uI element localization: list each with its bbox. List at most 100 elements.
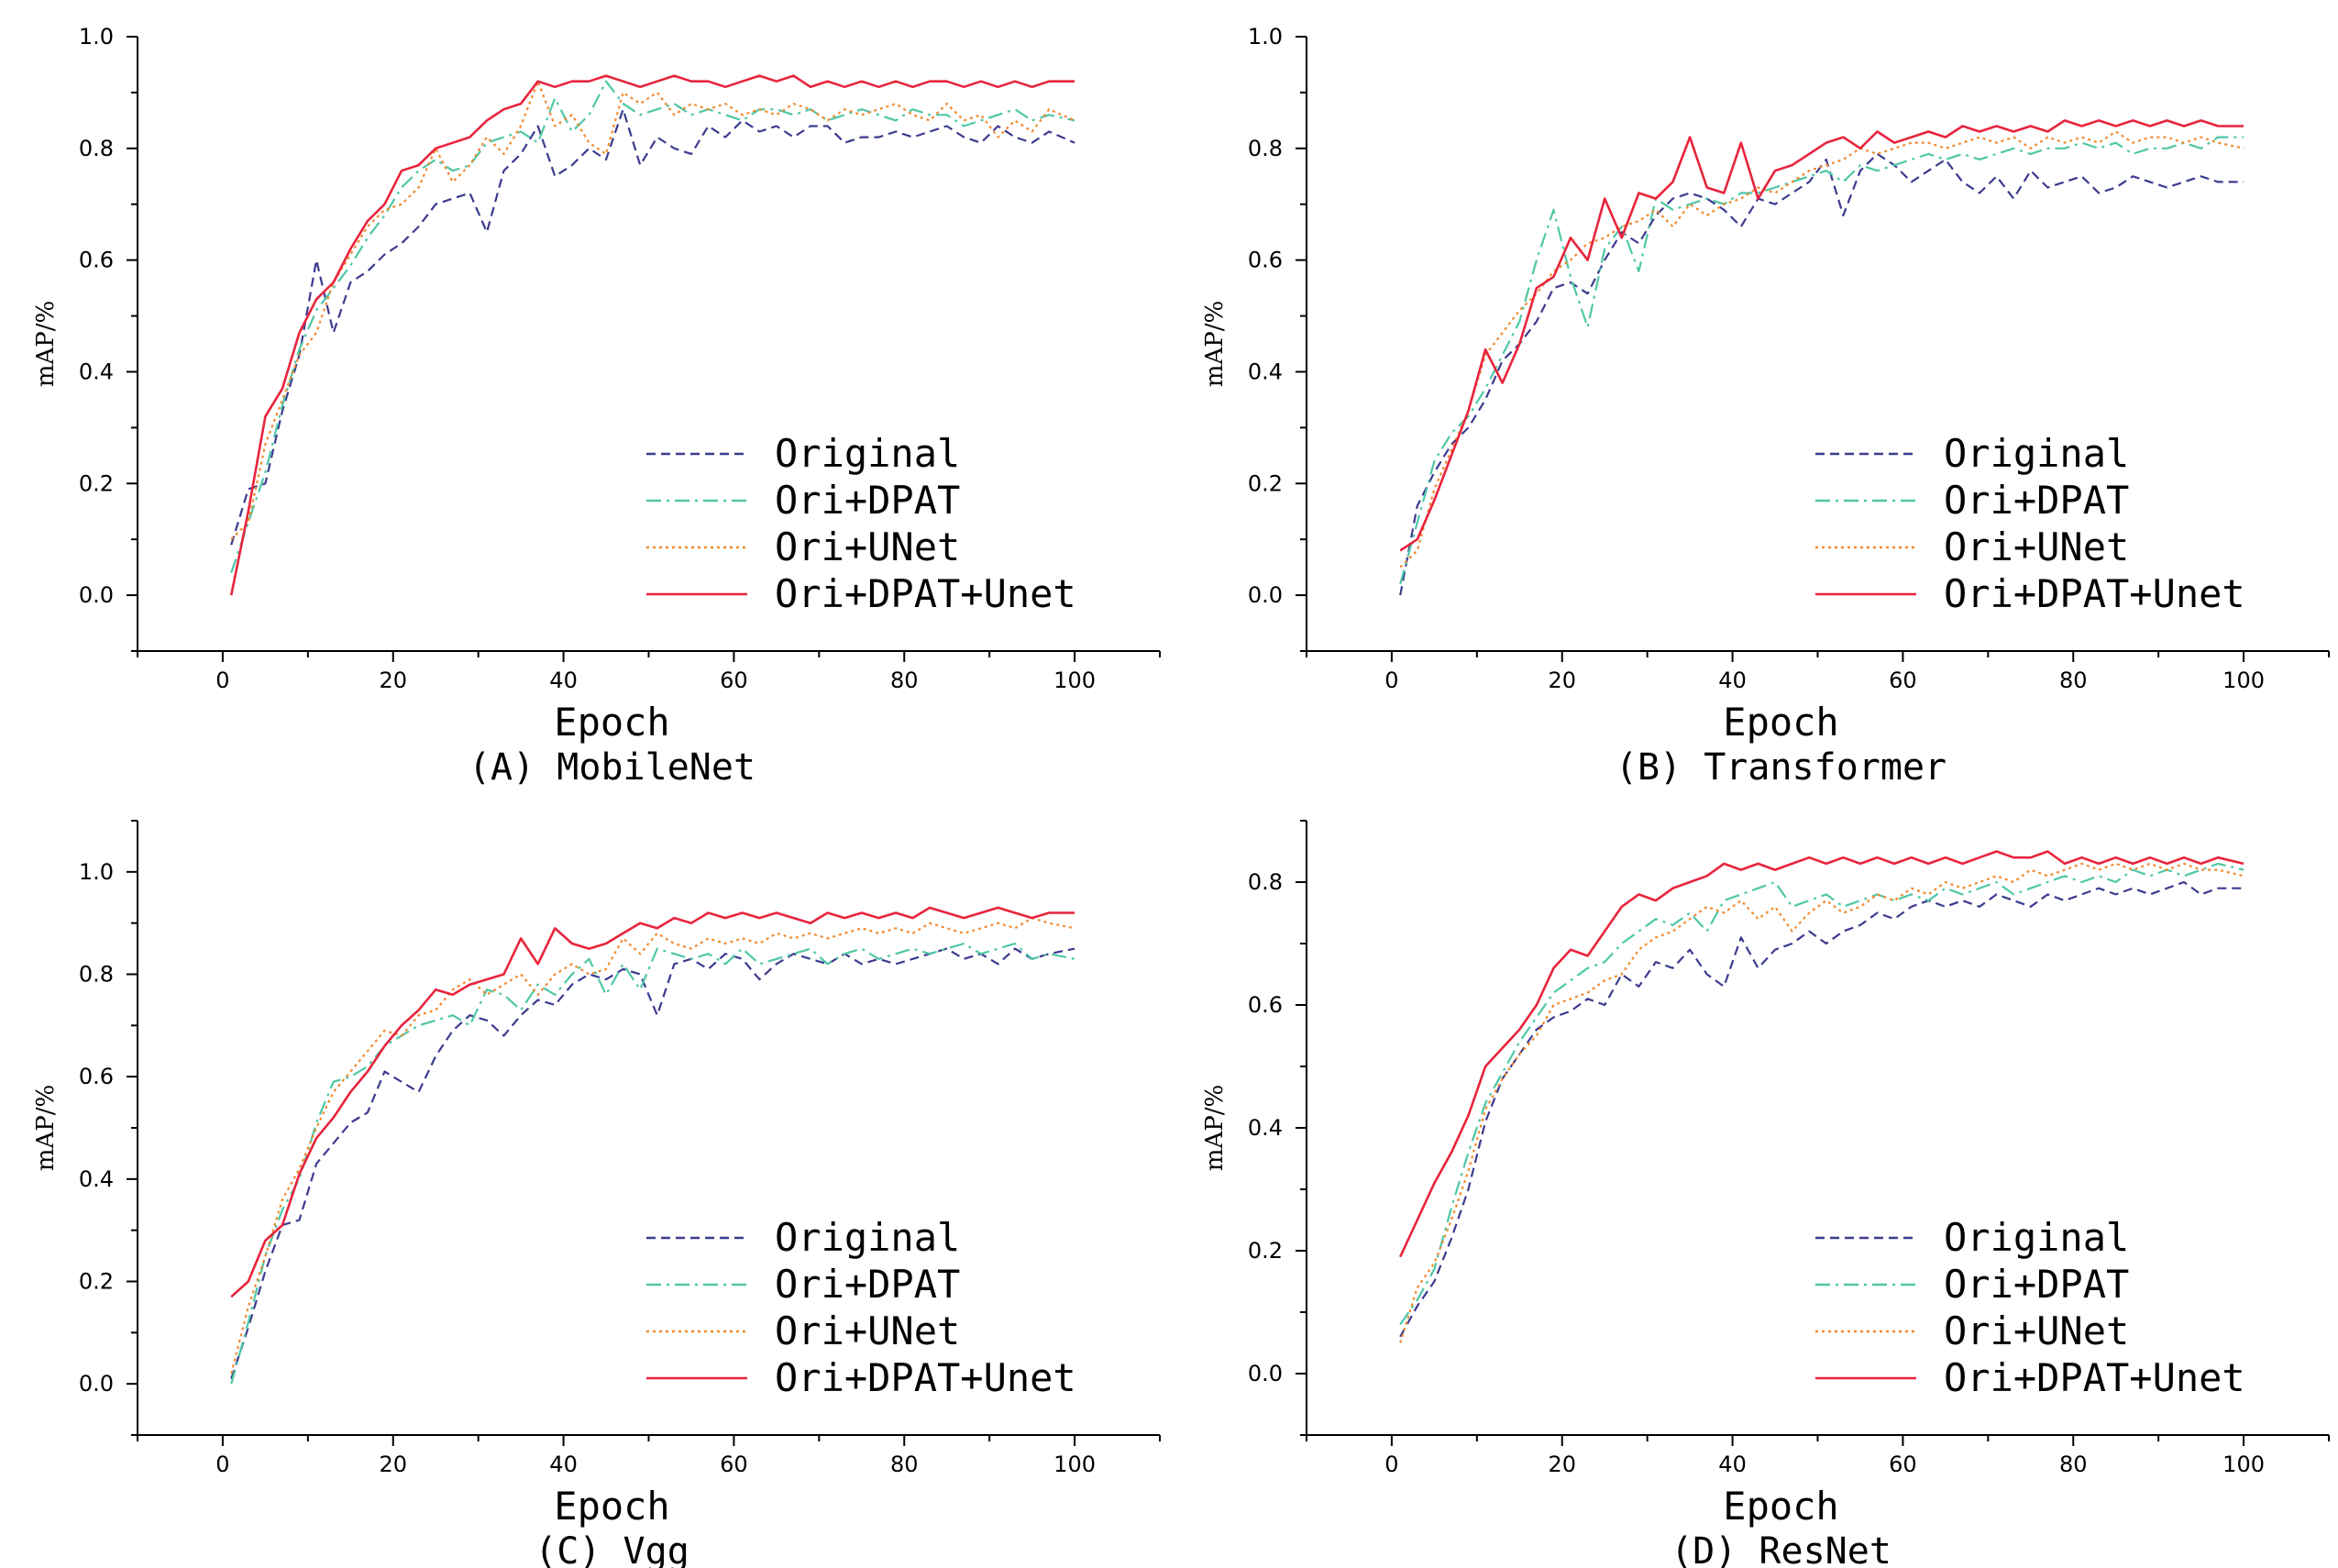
data-point [1995, 875, 1997, 877]
x-tick-label: 20 [1548, 668, 1576, 693]
data-point [1859, 164, 1861, 166]
data-point [690, 103, 692, 105]
data-point [639, 114, 641, 116]
data-point [2098, 142, 2100, 144]
data-point [2046, 893, 2048, 895]
data-point [1876, 911, 1878, 913]
data-point [1911, 888, 1913, 889]
data-point [742, 81, 744, 83]
data-point [2115, 142, 2117, 144]
data-point [1723, 192, 1725, 193]
data-point [435, 1009, 436, 1010]
data-point [895, 119, 897, 121]
data-point [877, 136, 879, 138]
data-point [844, 933, 845, 934]
data-point [349, 282, 351, 283]
data-point [248, 522, 249, 524]
data-point [2243, 148, 2244, 149]
data-point [571, 114, 573, 116]
data-point [1808, 175, 1810, 177]
series-line-ori-dpat [1399, 862, 2244, 1326]
data-point [537, 81, 539, 83]
data-point [2080, 893, 2082, 895]
data-point [1586, 998, 1588, 999]
data-point [690, 958, 692, 960]
data-point [520, 125, 522, 127]
data-point [2217, 136, 2219, 138]
data-point [707, 81, 709, 83]
data-point [1502, 359, 1504, 361]
data-point [1655, 215, 1657, 216]
data-point [1706, 973, 1708, 975]
data-point [1876, 856, 1878, 858]
y-tick-label: 0.6 [1248, 248, 1283, 273]
data-point [1536, 1034, 1538, 1036]
data-point [1808, 153, 1810, 155]
data-point [520, 1014, 522, 1016]
data-point [861, 947, 863, 949]
data-point [1604, 979, 1605, 981]
data-point [997, 963, 998, 965]
data-point [401, 242, 403, 244]
data-point [1961, 888, 1963, 889]
data-point [2046, 850, 2048, 852]
data-point [877, 933, 879, 934]
data-point [1450, 455, 1452, 457]
data-point [1774, 170, 1776, 171]
data-point [1740, 197, 1742, 199]
data-point [554, 175, 556, 177]
data-point [1945, 148, 1946, 149]
data-point [1757, 918, 1759, 920]
x-tick-label: 100 [2222, 668, 2265, 693]
data-point [537, 999, 539, 1000]
data-point [469, 136, 470, 138]
x-tick-label: 40 [549, 1452, 578, 1477]
data-point [1689, 949, 1691, 951]
data-point [1689, 881, 1691, 883]
data-point [2098, 119, 2100, 121]
data-point [1927, 893, 1929, 895]
data-point [1961, 125, 1963, 127]
data-point [401, 1034, 403, 1036]
data-point [707, 911, 709, 913]
data-point [2064, 875, 2066, 877]
data-point [2115, 186, 2117, 188]
data-point [2080, 856, 2082, 858]
data-point [2200, 136, 2201, 138]
data-point [1757, 863, 1759, 865]
data-point [1586, 967, 1588, 969]
data-point [911, 947, 913, 949]
data-point [1048, 108, 1050, 110]
data-point [861, 911, 863, 913]
legend-label-original: Original [775, 431, 960, 476]
data-point [1502, 1072, 1504, 1074]
data-point [724, 114, 726, 116]
data-point [792, 953, 794, 955]
data-point [554, 973, 556, 975]
y-tick-label: 0.4 [79, 359, 114, 384]
data-point [1808, 856, 1810, 858]
data-point [690, 114, 692, 116]
data-point [826, 911, 828, 913]
data-point [1031, 917, 1032, 919]
data-point [2013, 148, 2014, 149]
data-point [724, 963, 726, 965]
data-point [776, 958, 777, 960]
data-point [963, 917, 965, 919]
data-point [502, 1034, 504, 1036]
data-point [605, 943, 607, 944]
data-point [997, 922, 998, 924]
x-tick-label: 100 [1053, 1452, 1096, 1477]
data-point [622, 968, 623, 970]
data-point [1433, 1182, 1435, 1184]
data-point [1927, 142, 1929, 144]
data-point [1417, 1305, 1418, 1307]
data-point [2217, 888, 2219, 889]
data-point [673, 114, 675, 116]
data-point [946, 927, 948, 929]
data-point [486, 988, 488, 990]
data-point [673, 953, 675, 955]
data-point [980, 142, 982, 144]
data-point [2064, 900, 2066, 901]
data-point [1911, 159, 1913, 160]
